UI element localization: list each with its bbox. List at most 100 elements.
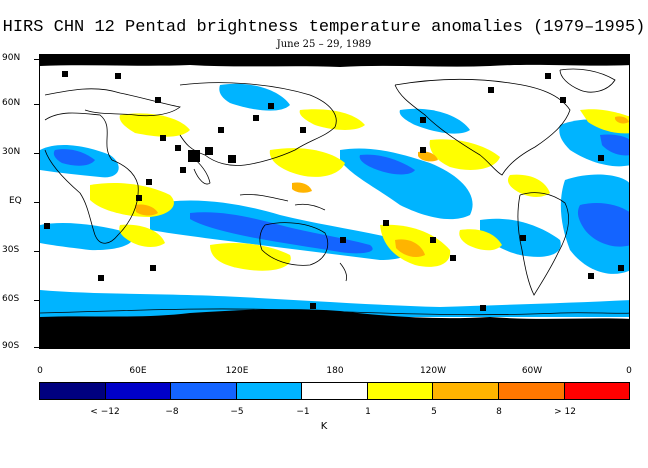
lat-label-60n: 60N — [2, 98, 21, 108]
missing-cell — [146, 179, 152, 185]
coastline-africa — [44, 112, 139, 244]
missing-cell — [560, 97, 566, 103]
warm-core-africa — [135, 204, 158, 216]
missing-cell — [155, 97, 161, 103]
coastline-greenland — [559, 68, 616, 93]
warm-region-north-atlantic — [580, 109, 629, 134]
warm-region-south-central — [459, 229, 502, 251]
missing-cell — [420, 117, 426, 123]
missing-cell — [300, 127, 306, 133]
missing-cell — [520, 235, 526, 241]
warm-region-america — [507, 174, 550, 197]
colorbar-unit: K — [320, 421, 328, 432]
anomaly-cold-regions — [40, 83, 629, 317]
cold-region-west-pacific — [399, 108, 470, 134]
missing-cell — [545, 73, 551, 79]
warm-region-australia — [210, 243, 291, 271]
missing-cell — [180, 167, 186, 173]
colorbar-swatch-5 — [367, 383, 434, 399]
colorbar-label: 1 — [365, 407, 371, 417]
missing-cell — [218, 127, 224, 133]
cold-core-atlantic — [600, 134, 629, 156]
warm-region-pacific-north — [299, 109, 365, 130]
coastline-india — [189, 154, 211, 185]
warm-core-north-atlantic — [615, 116, 629, 124]
lat-label-90n: 90N — [2, 53, 21, 63]
coastline-australia — [259, 222, 329, 266]
lat-tick — [34, 202, 39, 203]
colorbar-swatch-2 — [171, 383, 237, 399]
warm-region-africa-south — [119, 224, 165, 247]
missing-cell — [160, 135, 166, 141]
map-title: HIRS CHN 12 Pentad brightness temperatur… — [2, 18, 646, 37]
missing-cell — [188, 150, 200, 162]
missing-north-pole — [40, 55, 629, 67]
lon-label-0-right: 0 — [626, 366, 632, 376]
missing-cell — [228, 155, 236, 163]
anomaly-map-svg — [40, 55, 629, 348]
anomaly-warm-regions — [90, 109, 629, 271]
lat-tick — [34, 251, 39, 252]
coastline-indonesia — [239, 194, 326, 211]
missing-cell — [340, 237, 346, 243]
missing-cell — [310, 303, 316, 309]
missing-cell — [150, 265, 156, 271]
lat-label-eq: EQ — [9, 196, 22, 206]
cold-core-indian-ocean — [190, 212, 373, 254]
warm-region-europe — [119, 113, 190, 137]
missing-cell — [450, 255, 456, 261]
coastline-north-america — [394, 79, 571, 176]
lat-label-30n: 30N — [2, 147, 21, 157]
lat-label-60s: 60S — [2, 294, 20, 304]
lat-tick — [34, 104, 39, 105]
missing-cell — [420, 147, 426, 153]
colorbar-swatch-7 — [498, 383, 565, 399]
cold-region-south-atlantic — [40, 222, 133, 251]
cold-core-africa — [53, 149, 95, 166]
missing-cell — [480, 305, 486, 311]
lat-tick — [34, 347, 39, 348]
warm-core-east-pacific — [418, 151, 438, 162]
colorbar-label: 8 — [496, 407, 502, 417]
coastline-south-america — [517, 192, 569, 296]
coastline-new-zealand — [339, 262, 348, 282]
missing-cell — [598, 155, 604, 161]
colorbar-label: −5 — [230, 407, 244, 417]
missing-cell — [618, 265, 624, 271]
missing-data-regions — [40, 55, 629, 348]
missing-cell — [488, 87, 494, 93]
missing-cell — [430, 237, 436, 243]
colorbar-swatch-6 — [433, 383, 499, 399]
lon-label-180: 180 — [326, 366, 344, 376]
colorbar-swatch-8 — [564, 383, 630, 399]
missing-cell — [62, 71, 68, 77]
missing-cell — [175, 145, 181, 151]
lon-label-120w: 120W — [419, 366, 447, 376]
cold-core-south-america — [577, 203, 629, 247]
lat-tick — [34, 300, 39, 301]
warm-core-asia — [292, 182, 312, 193]
colorbar-swatch-4 — [302, 383, 368, 399]
colorbar-label: > 12 — [554, 407, 576, 417]
colorbar-label: 5 — [431, 407, 437, 417]
colorbar-swatch-0 — [40, 383, 106, 399]
missing-cell — [268, 103, 274, 109]
coastline-europe — [44, 88, 181, 117]
missing-cell — [115, 73, 121, 79]
lon-label-120e: 120E — [225, 366, 249, 376]
missing-cell — [98, 275, 104, 281]
colorbar-swatch-3 — [236, 383, 303, 399]
warm-region-east-pacific — [429, 139, 500, 170]
coastline-antarctica — [40, 308, 629, 316]
missing-cell — [136, 195, 142, 201]
coastlines — [40, 68, 629, 316]
lon-label-0: 0 — [37, 366, 43, 376]
lat-tick — [34, 153, 39, 154]
warm-core-south-pacific — [395, 239, 425, 258]
missing-south-pole — [40, 309, 629, 348]
coastline-asia — [179, 82, 337, 166]
lon-label-60w: 60W — [521, 366, 543, 376]
lat-label-90s: 90S — [2, 341, 20, 351]
lat-label-30s: 30S — [2, 245, 20, 255]
anomaly-map — [39, 54, 630, 349]
